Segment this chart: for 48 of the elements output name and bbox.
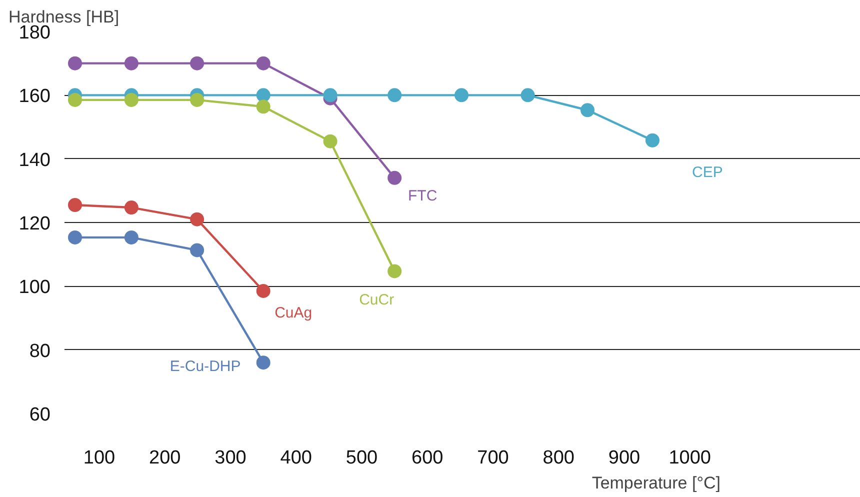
y-tick-label: 80	[29, 340, 51, 362]
point	[520, 88, 535, 102]
point	[256, 88, 270, 102]
point	[68, 198, 82, 212]
point	[388, 264, 402, 278]
x-tick-label: 700	[477, 448, 509, 468]
point	[454, 88, 469, 102]
point	[388, 88, 402, 102]
point	[124, 200, 138, 215]
x-tick-label: 100	[83, 448, 116, 468]
point	[68, 56, 82, 70]
point	[388, 170, 402, 185]
x-tick-label: 300	[214, 448, 246, 468]
x-axis-title: Temperature [°C]	[592, 474, 721, 492]
point	[68, 92, 82, 107]
point	[190, 243, 204, 258]
point	[190, 56, 204, 70]
point	[124, 230, 138, 244]
text: CEP	[692, 164, 723, 181]
point	[580, 103, 595, 118]
point	[323, 134, 338, 148]
point	[68, 230, 82, 244]
point	[190, 212, 204, 226]
point	[190, 92, 204, 107]
x-tick-label: 500	[346, 448, 378, 468]
series-label: FTC	[408, 187, 438, 204]
point	[645, 133, 660, 148]
point	[256, 356, 270, 370]
x-tick-label: 800	[542, 448, 574, 468]
y-tick-label: 120	[18, 214, 50, 234]
point	[323, 88, 338, 102]
y-tick-label: 60	[29, 404, 51, 426]
series-label: E-Cu-DHP	[170, 358, 241, 376]
point	[124, 56, 138, 70]
y-tick-label: 100	[18, 277, 50, 298]
y-tick-label: 140	[18, 150, 50, 171]
point	[256, 56, 270, 70]
point	[124, 92, 138, 107]
series-label: CuCr	[359, 292, 394, 309]
series-label: CuAg	[274, 304, 312, 322]
x-tick-label: 200	[149, 448, 181, 468]
y-tick-label: 160	[18, 86, 50, 108]
point	[256, 284, 270, 298]
x-tick-label: 400	[280, 448, 312, 468]
x-tick-label: 1000	[668, 448, 712, 468]
x-tick-label: 600	[412, 448, 444, 468]
point	[256, 100, 270, 114]
x-tick-label: 900	[608, 448, 640, 468]
